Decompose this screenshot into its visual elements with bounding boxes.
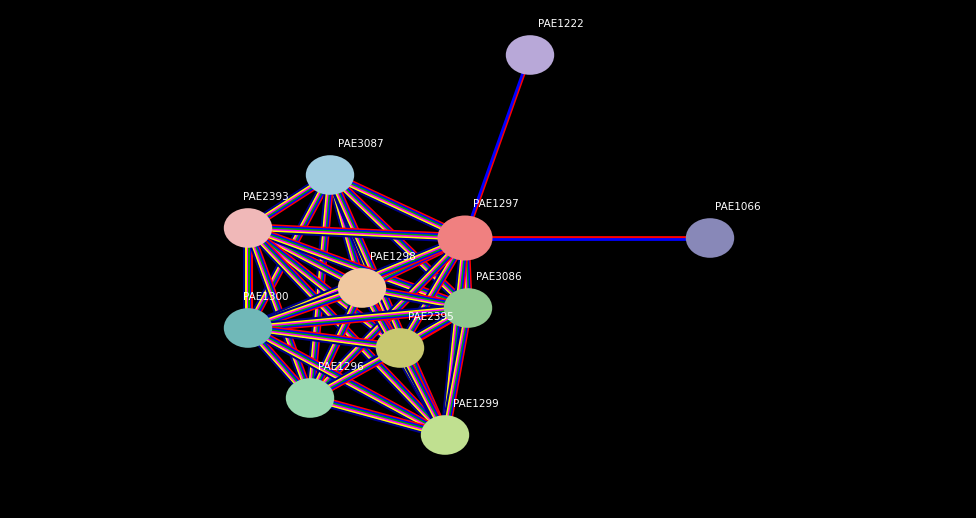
Text: PAE1222: PAE1222 [538,19,584,29]
Ellipse shape [444,288,492,328]
Ellipse shape [338,268,386,308]
Ellipse shape [437,215,493,261]
Text: PAE1066: PAE1066 [715,202,760,212]
Text: PAE1297: PAE1297 [473,199,519,209]
Text: PAE3086: PAE3086 [476,272,521,282]
Ellipse shape [305,155,354,195]
Ellipse shape [376,328,425,368]
Text: PAE1299: PAE1299 [453,399,499,409]
Ellipse shape [224,208,272,248]
Ellipse shape [286,378,334,418]
Ellipse shape [686,218,734,258]
Text: PAE1296: PAE1296 [318,362,364,372]
Text: PAE2393: PAE2393 [243,192,289,202]
Text: PAE1300: PAE1300 [243,292,289,302]
Ellipse shape [421,415,469,455]
Text: PAE3087: PAE3087 [338,139,384,149]
Ellipse shape [224,308,272,348]
Ellipse shape [506,35,554,75]
Text: PAE1298: PAE1298 [370,252,416,262]
Text: PAE2395: PAE2395 [408,312,454,322]
